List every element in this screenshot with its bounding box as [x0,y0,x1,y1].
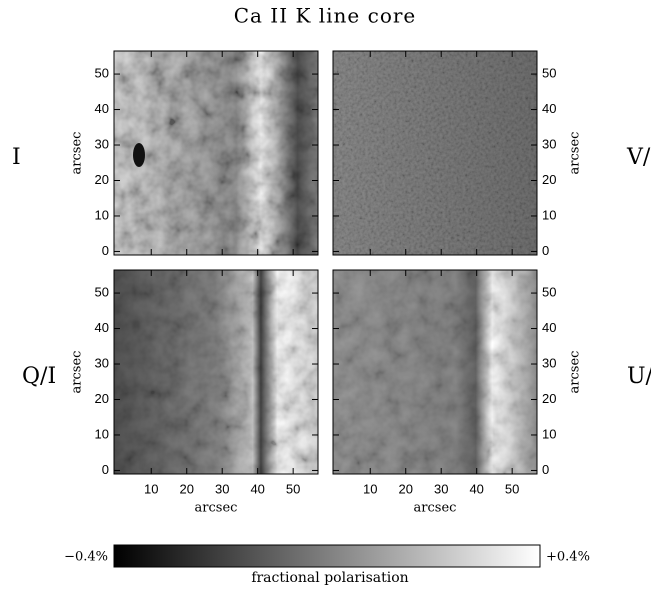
y-tick-label: 10 [95,207,109,222]
panel-frame [332,269,538,475]
colorbar-label: fractional polarisation [251,570,408,586]
image-texture [114,51,318,255]
colorbar: −0.4% +0.4% fractional polarisation [64,544,590,586]
panel-label: U/I [627,364,651,389]
y-tick-label: 30 [95,355,109,370]
x-axis-label: arcsec [195,501,238,516]
y-axis-label: arcsec [568,132,583,175]
y-tick-label: 50 [542,65,556,80]
y-axis-label: arcsec [70,132,85,175]
y-tick-label: 20 [542,391,556,406]
x-tick-label: 50 [505,481,519,496]
panel-label: Q/I [22,364,56,389]
panel: 10 20 30 40 50 0 10 20 30 40 50 arcsec arcsec U/I [332,269,651,516]
image-texture [333,270,537,474]
panel: 10 20 30 40 50 0 10 20 30 40 50 arcsec arcsec Q/I [22,269,319,516]
dark-feature [133,143,145,167]
y-tick-label: 40 [542,320,556,335]
y-tick-label: 30 [95,136,109,151]
colorbar-scale [113,544,541,568]
y-tick-label: 20 [542,172,556,187]
y-tick-label: 30 [542,136,556,151]
panel-label: I [12,145,21,170]
x-axis-label: arcsec [414,501,457,516]
y-tick-label: 40 [542,101,556,116]
y-tick-label: 10 [542,207,556,222]
y-tick-label: 50 [95,65,109,80]
panel-label: V/I [626,145,651,170]
y-tick-label: 20 [95,391,109,406]
x-tick-label: 20 [179,481,193,496]
x-tick-label: 30 [434,481,448,496]
y-tick-label: 40 [95,101,109,116]
image-texture [333,51,537,255]
panel: 0 10 20 30 40 50 arcsec I [12,50,319,258]
y-tick-label: 10 [542,426,556,441]
y-axis-label: arcsec [70,351,85,394]
y-tick-label: 0 [542,462,549,477]
colorbar-max-label: +0.4% [546,550,590,565]
panel-frame [113,50,319,256]
panel: 0 10 20 30 40 50 arcsec V/I [332,50,651,258]
x-tick-label: 10 [144,481,158,496]
panel-frame [332,50,538,256]
x-tick-label: 10 [363,481,377,496]
figure-title: Ca II K line core [234,4,417,28]
x-tick-label: 30 [215,481,229,496]
y-tick-label: 30 [542,355,556,370]
colorbar-min-label: −0.4% [64,550,108,565]
x-tick-label: 50 [286,481,300,496]
y-tick-label: 50 [542,284,556,299]
y-tick-label: 20 [95,172,109,187]
y-tick-label: 10 [95,426,109,441]
y-tick-label: 50 [95,284,109,299]
y-tick-label: 40 [95,320,109,335]
x-tick-label: 40 [469,481,483,496]
y-tick-label: 0 [102,243,109,258]
x-tick-label: 40 [250,481,264,496]
image-texture [114,270,318,474]
y-axis-label: arcsec [568,351,583,394]
y-tick-label: 0 [102,462,109,477]
panel-frame [113,269,319,475]
x-tick-label: 20 [398,481,412,496]
y-tick-label: 0 [542,243,549,258]
